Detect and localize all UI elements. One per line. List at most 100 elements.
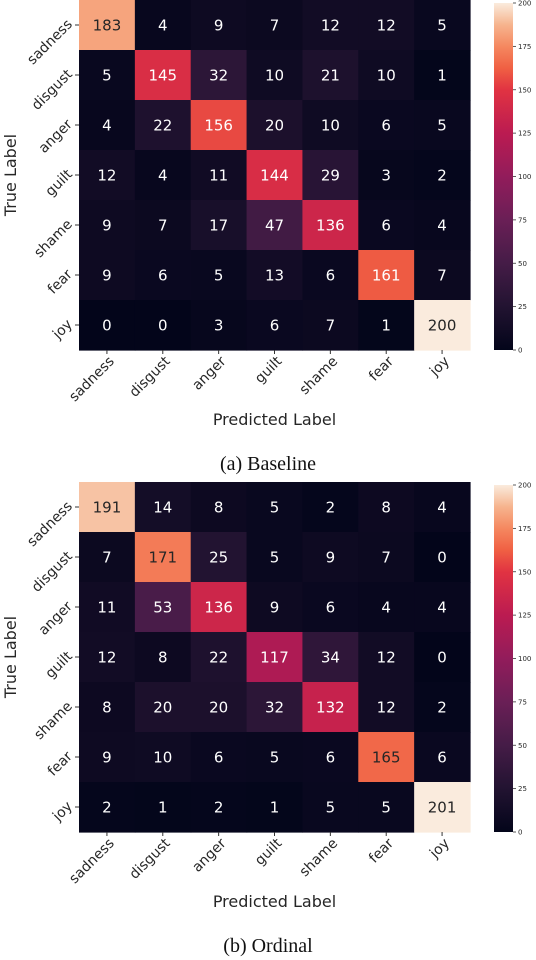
cell-value-label: 25 [209,549,228,567]
y-tick-label: sadness [24,17,76,69]
cell-value-label: 7 [270,17,280,35]
heatmap-cell [358,300,415,351]
cell-value-label: 8 [214,499,224,517]
heatmap-cell [246,250,304,301]
heatmap-cell [134,100,192,151]
cell-value-label: 2 [102,799,112,817]
y-tick-label: disgust [29,66,76,113]
heatmap-cell [358,200,415,251]
cell-value-label: 136 [204,599,233,617]
cell-value-label: 145 [148,67,177,85]
y-tick-label: guilt [43,166,77,200]
heatmap-cell [190,50,248,101]
cell-value-label: 4 [437,499,447,517]
heatmap-cell [134,532,192,583]
cell-value-label: 144 [260,167,289,185]
heatmap-cell [358,482,415,533]
cell-value-label: 29 [321,167,340,185]
heatmap-cell [79,300,136,351]
heatmap-cell [358,0,415,51]
heatmap-cell [246,50,304,101]
cell-value-label: 1 [270,799,280,817]
heatmap-cell [358,582,415,633]
cell-value-label: 161 [372,267,401,285]
x-tick-label: fear [366,353,397,384]
heatmap-cell [302,250,359,301]
cell-value-label: 5 [437,17,447,35]
x-tick-label: joy [426,354,453,381]
cell-value-label: 20 [265,117,284,135]
heatmap-cell [414,482,471,533]
cell-value-label: 5 [326,799,336,817]
cell-value-label: 5 [270,549,280,567]
y-tick-label: anger [36,116,76,156]
heatmap-cell [302,582,359,633]
colorbar-tick-label: 125 [518,612,531,620]
cell-value-label: 20 [209,699,228,717]
heatmap-cell [246,732,304,783]
colorbar-tick-label: 25 [518,785,527,793]
heatmap-cell [79,200,136,251]
x-tick-label: anger [189,835,229,875]
cell-value-label: 9 [326,549,336,567]
heatmap-cell [79,250,136,301]
heatmap-cell [414,250,471,301]
cell-value-label: 12 [321,17,340,35]
cell-value-label: 10 [153,749,172,767]
cell-value-label: 5 [270,749,280,767]
cell-value-label: 200 [428,317,457,335]
cell-value-label: 171 [148,549,177,567]
cell-value-label: 7 [437,267,447,285]
cell-value-label: 11 [209,167,228,185]
cell-value-label: 7 [381,549,391,567]
cell-value-label: 6 [437,749,447,767]
heatmap-cell [79,682,136,733]
cell-value-label: 9 [102,749,112,767]
heatmap-cell [134,0,192,51]
x-tick-label: disgust [127,835,174,882]
y-tick-label: fear [45,748,76,779]
heatmap-cell [302,200,359,251]
heatmap-cell [246,532,304,583]
cell-value-label: 34 [321,649,340,667]
x-tick-label: sadness [66,836,118,888]
colorbar [494,485,513,832]
heatmap-cell [134,782,192,833]
cell-value-label: 8 [158,649,168,667]
colorbar-tick-label: 125 [518,130,531,138]
colorbar [494,3,513,350]
heatmap-cell [414,582,471,633]
cell-value-label: 4 [381,599,391,617]
cell-value-label: 0 [102,317,112,335]
colorbar-tick-label: 50 [518,260,527,268]
cell-value-label: 1 [437,67,447,85]
x-tick-label: sadness [66,354,118,406]
cell-value-label: 4 [102,117,112,135]
cell-value-label: 165 [372,749,401,767]
colorbar-tick-label: 0 [518,829,522,837]
cell-value-label: 8 [102,699,112,717]
heatmap-cell [134,150,192,201]
heatmap-cell [79,732,136,783]
heatmap-cell [414,300,471,351]
cell-value-label: 20 [153,699,172,717]
heatmap-cell [190,0,248,51]
cell-value-label: 10 [265,67,284,85]
x-tick-label: disgust [127,353,174,400]
colorbar-tick-label: 175 [518,525,531,533]
heatmap-cell [134,250,192,301]
cell-value-label: 8 [381,499,391,517]
cell-value-label: 6 [158,267,168,285]
cell-value-label: 10 [377,67,396,85]
cell-value-label: 9 [214,17,224,35]
heatmap-cell [134,582,192,633]
heatmap-cell [190,782,248,833]
y-tick-label: sadness [24,499,76,551]
heatmap-cell [302,632,359,683]
heatmap-cell [414,100,471,151]
cell-value-label: 2 [326,499,336,517]
colorbar-tick-label: 25 [518,303,527,311]
heatmap-cell [79,782,136,833]
heatmap-cell [190,732,248,783]
